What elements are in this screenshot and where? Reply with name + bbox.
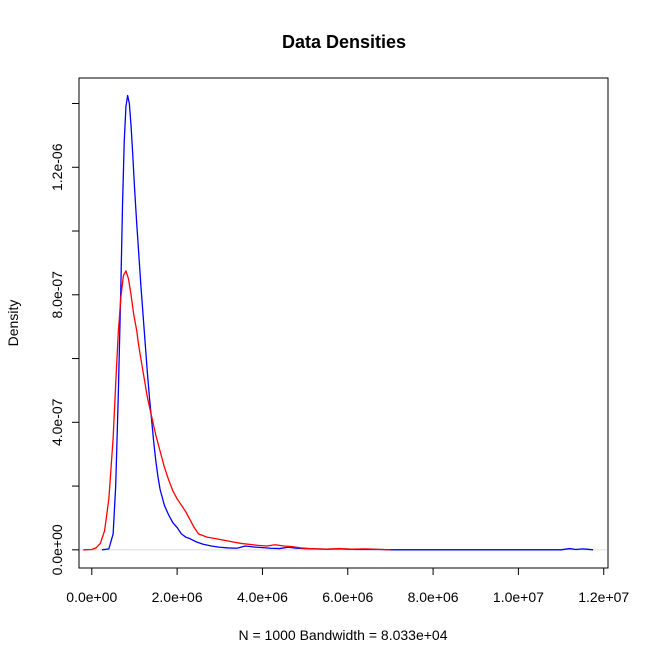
x-tick-label: 1.2e+07 (578, 589, 629, 605)
x-tick-label: 0.0e+00 (66, 589, 117, 605)
x-tick-label: 2.0e+06 (152, 589, 203, 605)
y-tick-label: 8.0e-07 (49, 271, 65, 319)
x-axis: 0.0e+00 2.0e+06 4.0e+06 6.0e+06 8.0e+06 1.0e+… (66, 567, 629, 605)
x-tick-label: 6.0e+06 (322, 589, 373, 605)
chart-title: Data Densities (282, 32, 406, 52)
series-layer (83, 94, 594, 551)
density-line-1 (101, 94, 594, 551)
y-axis: 0.0e+00 4.0e-07 8.0e-07 1.2e-06 (49, 103, 80, 575)
density-line-2 (83, 270, 391, 551)
y-tick-label: 4.0e-07 (49, 398, 65, 446)
x-tick-label: 4.0e+06 (237, 589, 288, 605)
y-tick-label: 1.2e-06 (49, 143, 65, 191)
x-tick-label: 1.0e+07 (493, 589, 544, 605)
x-axis-title: N = 1000 Bandwidth = 8.033e+04 (238, 627, 447, 643)
x-tick-label: 8.0e+06 (408, 589, 459, 605)
plot-area (78, 77, 609, 569)
y-tick-label: 0.0e+00 (49, 524, 65, 575)
y-axis-title: Density (5, 300, 21, 347)
